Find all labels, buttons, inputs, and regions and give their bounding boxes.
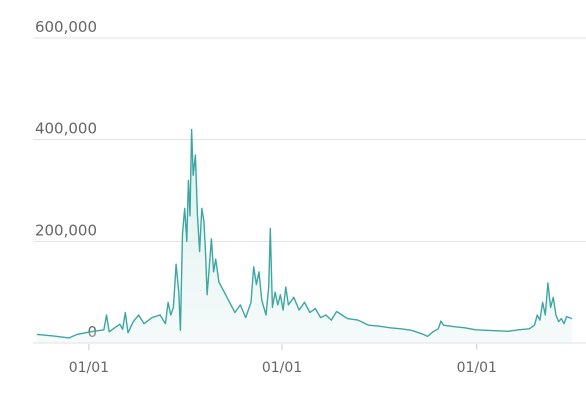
x-tick-label: 01/01 — [69, 360, 109, 376]
series-area — [37, 129, 572, 343]
x-tick-label: 01/01 — [457, 360, 497, 376]
series-line — [36, 128, 573, 339]
grid-lines — [33, 37, 586, 344]
y-tick-label: 200,000 — [35, 221, 97, 239]
y-tick-label: 600,000 — [35, 18, 97, 36]
plot-area — [36, 128, 573, 343]
x-tick-label: 01/01 — [262, 360, 302, 376]
x-axis: 01/01 01/01 01/01 — [69, 344, 497, 376]
y-tick-label: 400,000 — [35, 120, 97, 138]
